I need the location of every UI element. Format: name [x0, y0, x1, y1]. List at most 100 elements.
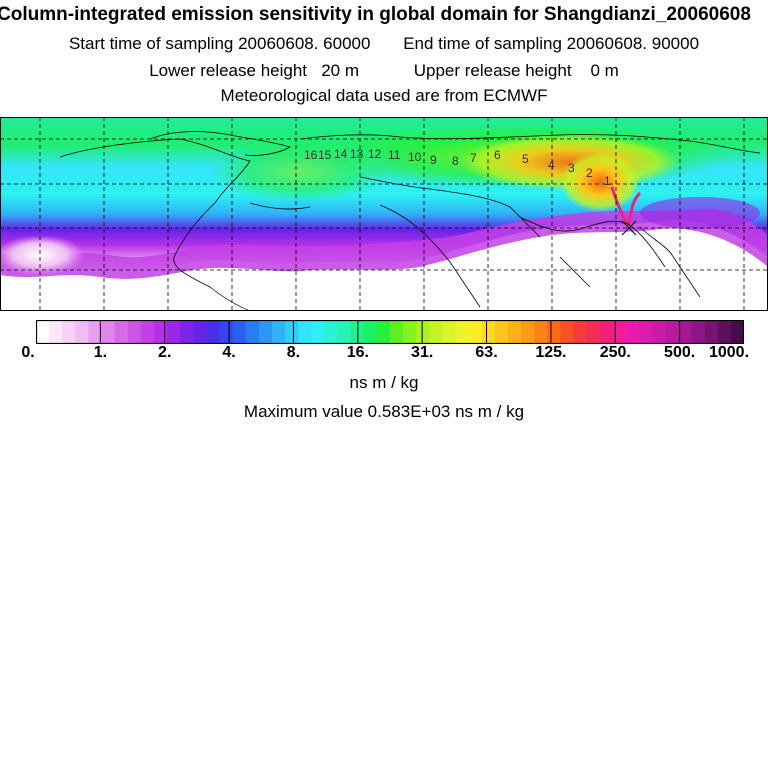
end-time-value: 20060608. 90000 [566, 34, 700, 53]
trajectory-label: 3 [568, 161, 575, 175]
colorbar-cell [730, 320, 744, 344]
colorbar-cell [612, 320, 627, 344]
lower-release-label: Lower release height [149, 61, 308, 80]
colorbar-cell [36, 320, 50, 344]
colorbar-cell [560, 320, 575, 344]
sampling-times: Start time of sampling 20060608. 60000 E… [0, 34, 768, 54]
trajectory-label: 1 [604, 174, 611, 188]
colorbar-tick-label: 2. [158, 344, 172, 361]
colorbar-tick-label: 16. [346, 344, 369, 361]
colorbar-tick-label: 1000. [708, 344, 750, 361]
lat-lon-grid [0, 117, 768, 311]
colorbar-cell [573, 320, 588, 344]
sensitivity-map: 16 15 14 13 12 11 10 9 8 7 6 5 4 3 2 1 [0, 117, 768, 311]
colorbar-cell [311, 320, 326, 344]
trajectory-label: 8 [452, 154, 459, 168]
upper-release-label: Upper release height [413, 61, 572, 80]
lower-release-value: 20 m [321, 61, 359, 80]
trajectory-label: 7 [470, 151, 477, 165]
colorbar-cell [245, 320, 260, 344]
maximum-value: Maximum value 0.583E+03 ns m / kg [243, 402, 525, 421]
colorbar-cell [49, 320, 63, 344]
trajectory-label: 4 [548, 158, 555, 172]
trajectory-label: 2 [586, 166, 593, 180]
upper-release-value: 0 m [590, 61, 619, 80]
colorbar-cell [285, 320, 299, 344]
colorbar-tick-label: 0. [21, 344, 35, 361]
colorbar-cell [455, 320, 470, 344]
trajectory-label: 6 [494, 148, 501, 162]
colorbar-tick-label: 125. [535, 344, 567, 361]
colorbar-cell [691, 320, 706, 344]
colorbar-cell [167, 320, 181, 344]
colorbar-cell [599, 320, 614, 344]
colorbar-cell [337, 320, 352, 344]
plot-title: Column-integrated emission sensitivity i… [0, 4, 751, 25]
colorbar-tick-label: 63. [475, 344, 498, 361]
colorbar-cell [626, 320, 640, 344]
colorbar-tick-label: 31. [411, 344, 434, 361]
colorbar-cell [652, 320, 666, 344]
colorbar-cell [534, 320, 548, 344]
colorbar-cell [704, 320, 719, 344]
release-heights: Lower release height 20 m Upper release … [0, 61, 768, 81]
colorbar-cell [62, 320, 76, 344]
colorbar-cell [232, 320, 247, 344]
start-time: Start time of sampling 20060608. 60000 [69, 34, 371, 54]
colorbar-unit: ns m / kg [349, 373, 419, 392]
colorbar-cell [154, 320, 168, 344]
start-time-label: Start time of sampling [68, 34, 234, 53]
colorbar-tick-label: 4. [222, 344, 236, 361]
coastlines [59, 131, 761, 311]
colorbar-cell [88, 320, 103, 344]
colorbar-cell [390, 320, 404, 344]
met-data-source: Meteorological data used are from ECMWF [220, 86, 548, 105]
end-time: End time of sampling 20060608. 90000 [403, 34, 699, 54]
colorbar-cell [429, 320, 444, 344]
trajectory-label: 14 [334, 147, 348, 161]
lower-release: Lower release height 20 m [149, 61, 359, 81]
trajectory-label: 16 [304, 148, 318, 162]
trajectory-label: 5 [522, 152, 529, 166]
colorbar-cell [665, 320, 680, 344]
trajectory-label: 10 [408, 150, 422, 164]
colorbar-cell [180, 320, 194, 344]
colorbar-tick-label: 500. [664, 344, 696, 361]
colorbar-cell [521, 320, 535, 344]
start-time-value: 20060608. 60000 [238, 34, 371, 53]
colorbar-cell [258, 320, 273, 344]
trajectory-label: 15 [318, 148, 332, 162]
colorbar-cell [481, 320, 496, 344]
colorbar-cell [140, 320, 155, 344]
colorbar-cell [403, 320, 417, 344]
station-marker-icon [621, 220, 637, 236]
colorbar-cell [678, 320, 693, 344]
colorbar-cell [127, 320, 142, 344]
colorbar-cell [114, 320, 129, 344]
end-time-label: End time of sampling [403, 34, 562, 53]
colorbar-cell [206, 320, 221, 344]
trajectory-label: 11 [388, 148, 401, 162]
colorbar-cell [508, 320, 522, 344]
trajectory-label: 9 [430, 153, 437, 167]
colorbar-cell [494, 320, 509, 344]
colorbar-cell [272, 320, 286, 344]
colorbar-cell [717, 320, 732, 344]
colorbar-tick-label: 1. [93, 344, 108, 361]
upper-release: Upper release height 0 m [414, 61, 619, 81]
colorbar-cell [468, 320, 483, 344]
colorbar-cell [193, 320, 208, 344]
colorbar-cell [639, 320, 653, 344]
colorbar [36, 320, 744, 344]
colorbar-cell [298, 320, 312, 344]
colorbar-cell [442, 320, 457, 344]
colorbar-cell [75, 320, 90, 344]
colorbar-cell [586, 320, 601, 344]
trajectory-label: 12 [368, 147, 382, 161]
colorbar-cell [416, 320, 430, 344]
colorbar-cell [219, 320, 234, 344]
colorbar-tick-label: 8. [286, 344, 301, 361]
colorbar-tick-label: 250. [599, 344, 631, 361]
trajectory-label: 13 [350, 147, 364, 161]
colorbar-cell [324, 320, 339, 344]
